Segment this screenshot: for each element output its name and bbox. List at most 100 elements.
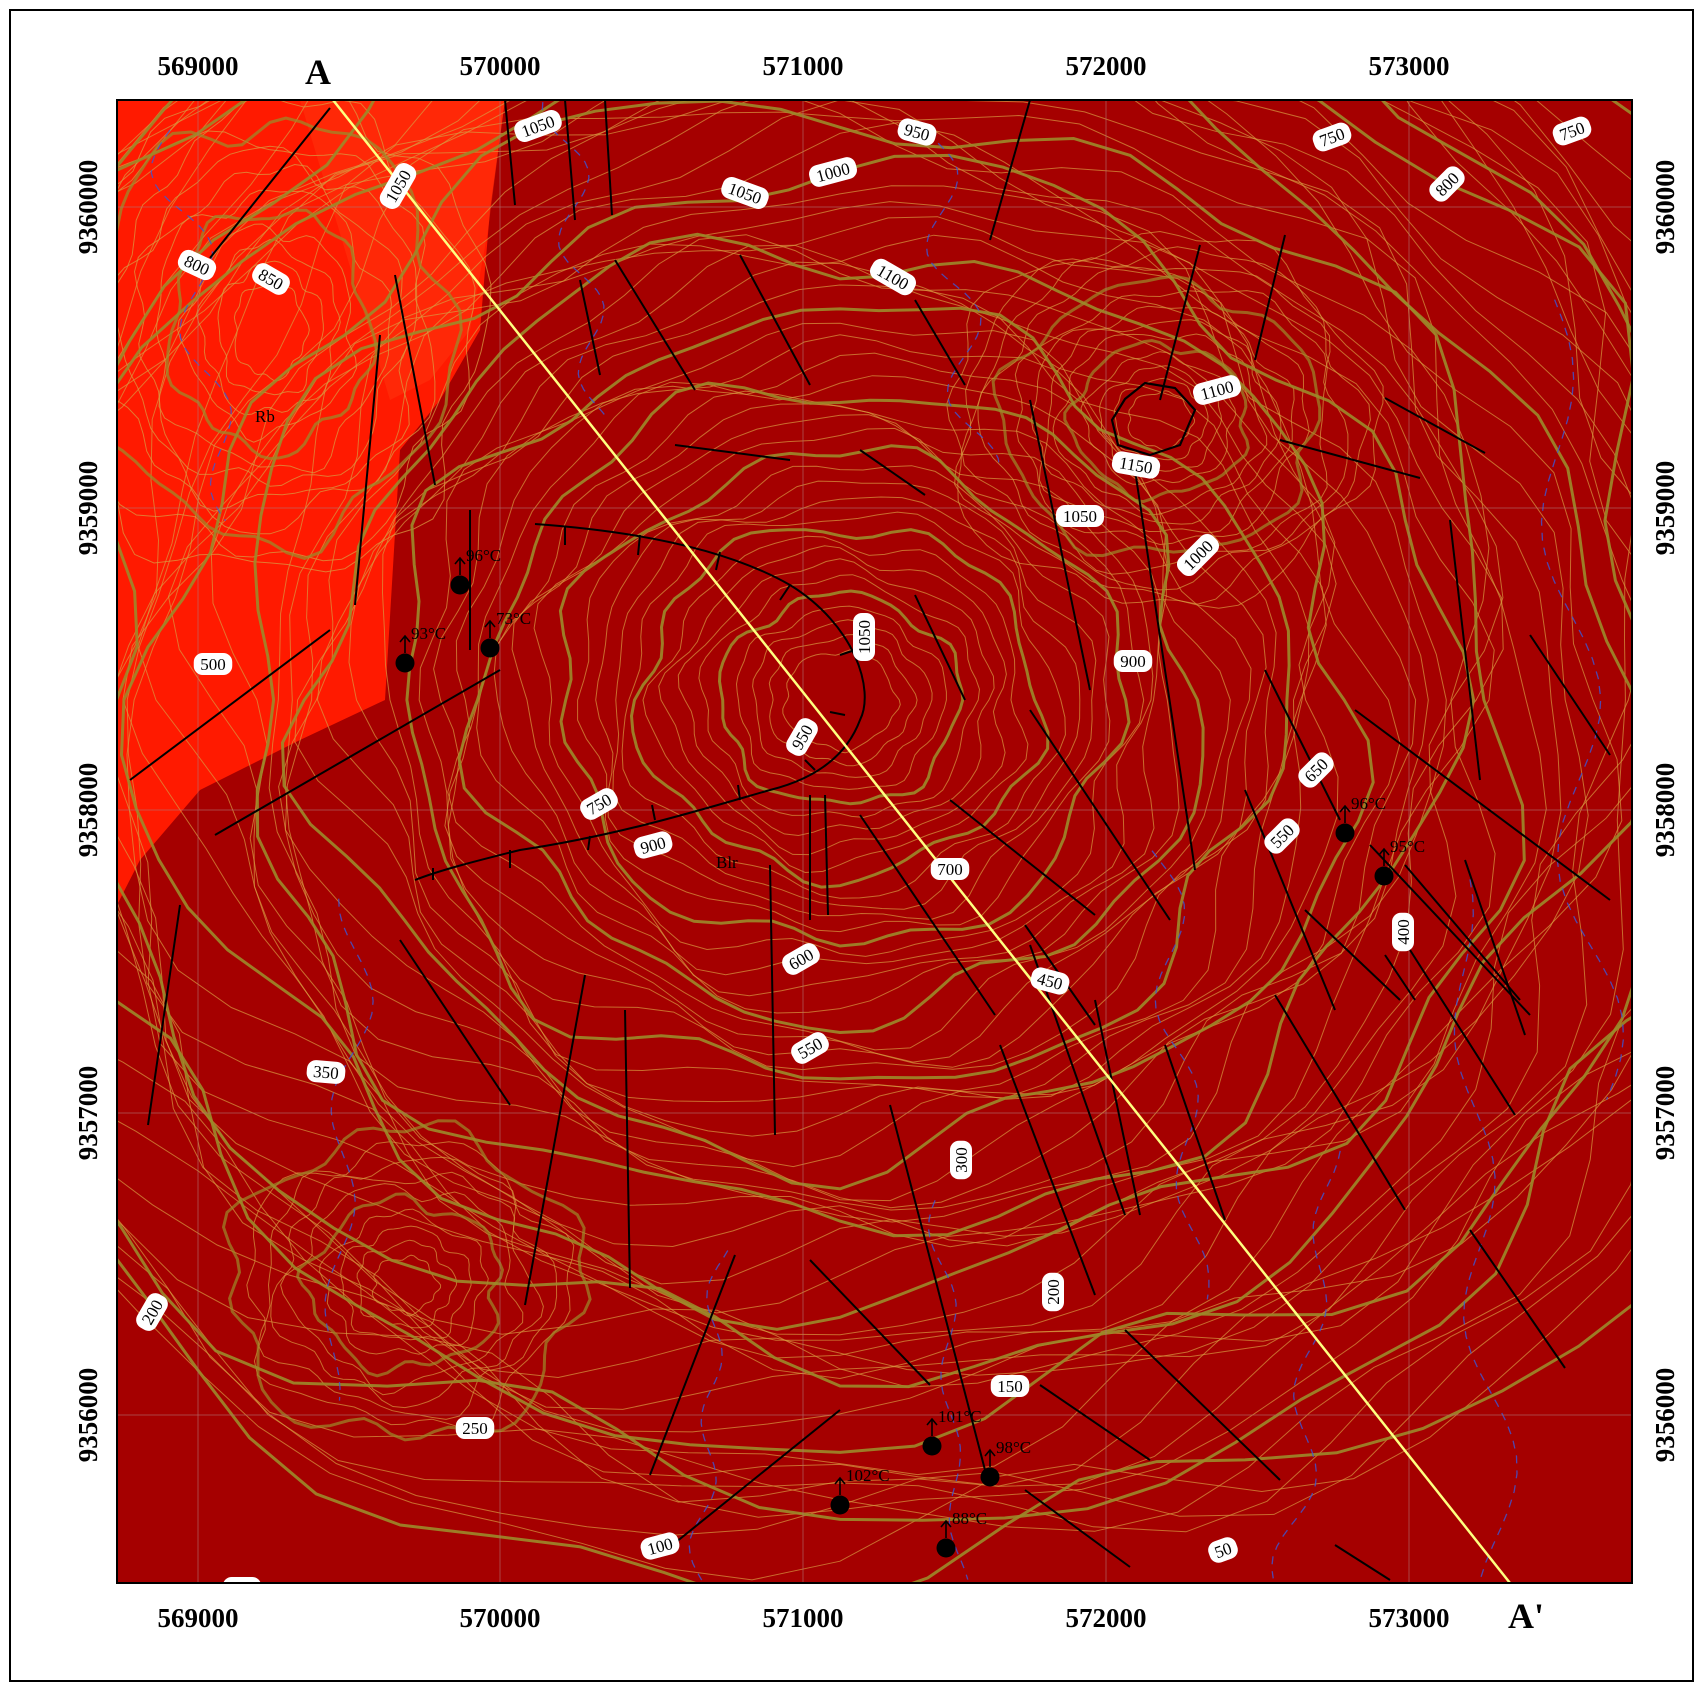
unit-rb-light-zone — [300, 100, 505, 400]
x-tick-bottom-570000: 570000 — [460, 1603, 541, 1633]
contour-label-box — [455, 1417, 495, 1439]
contour-label: 750 — [1312, 122, 1352, 152]
contour-minor — [319, 1208, 489, 1355]
x-tick-top-573000: 573000 — [1369, 51, 1450, 81]
fault-line — [524, 974, 586, 1306]
contour-minor — [356, 1239, 458, 1329]
fault-line — [1529, 634, 1611, 756]
fault-line — [649, 1254, 736, 1476]
fault-line — [1469, 1229, 1566, 1369]
contour-label-box — [1264, 818, 1300, 854]
contour-minor — [698, 574, 981, 818]
fault-line — [214, 669, 501, 836]
contour-label-box — [786, 718, 818, 756]
drainage-line — [927, 1200, 969, 1580]
contour-minor — [1043, 319, 1282, 525]
fault-line — [1274, 994, 1406, 1211]
contour-label: 1050 — [1056, 505, 1104, 527]
contour-minor — [278, 234, 1401, 1202]
drainage-line — [1453, 879, 1518, 1582]
y-tick-left-9359000: 9359000 — [73, 461, 103, 556]
fault-line — [624, 1009, 631, 1289]
hot-spring-marker: 88°C — [936, 1509, 987, 1558]
fault-line — [1404, 864, 1521, 1001]
contour-minor — [117, 100, 1632, 1433]
contour-label: 50 — [1208, 1537, 1238, 1563]
fault-line — [824, 794, 829, 916]
drainage-line — [541, 102, 609, 420]
x-tick-top-570000: 570000 — [460, 51, 541, 81]
spring-temperature-label: 95°C — [1390, 837, 1425, 856]
contour-minor — [1052, 333, 1268, 516]
spring-arrow — [1378, 847, 1390, 866]
unit-rb-polygon — [117, 100, 505, 905]
summit-caldera — [1110, 381, 1197, 457]
contour-label-box — [870, 258, 916, 296]
fault-line — [1304, 909, 1401, 1001]
fault-line — [859, 814, 996, 1016]
section-line-a-a-prime — [332, 100, 1511, 1583]
contour-label: 700 — [930, 858, 970, 880]
fault-line — [147, 904, 181, 1126]
y-tick-right-9359000: 9359000 — [1650, 461, 1680, 556]
contour-minor — [340, 1225, 472, 1341]
contour-label-value: 1050 — [855, 620, 874, 654]
contour-minor — [954, 246, 1371, 605]
contour-label-box — [136, 1293, 168, 1331]
contour-major — [117, 100, 1632, 1389]
x-tick-bottom-572000: 572000 — [1066, 1603, 1147, 1633]
contour-minor — [270, 1171, 544, 1409]
fault-line — [1039, 1384, 1151, 1461]
contour-label-box — [990, 1375, 1030, 1397]
contour-minor — [117, 100, 1632, 1476]
contour-label: 150 — [990, 1375, 1030, 1397]
contour-label-box — [1552, 116, 1592, 146]
contour-label-value: 400 — [1394, 919, 1413, 945]
contour-lines-major — [117, 100, 1632, 1583]
contour-minor — [268, 185, 1447, 1223]
contour-minor — [233, 278, 310, 382]
fault-line — [1254, 234, 1286, 361]
fault-line — [399, 939, 511, 1106]
contour-minor — [977, 266, 1328, 575]
spring-dot — [922, 1436, 942, 1456]
fault-line — [809, 1259, 931, 1386]
contour-label: 950 — [897, 118, 937, 146]
contour-label: 500 — [193, 653, 233, 675]
spring-temperature-label: 88°C — [952, 1509, 987, 1528]
fault-line — [739, 254, 811, 386]
x-tick-bottom-569000: 569000 — [158, 1603, 239, 1633]
contour-label-box — [1111, 451, 1161, 479]
contour-minor — [257, 1156, 558, 1420]
fault-line — [1354, 709, 1611, 901]
contour-major — [165, 208, 379, 461]
contour-label-value: 100 — [229, 1579, 255, 1598]
spring-dot — [395, 653, 415, 673]
spring-temperature-label: 96°C — [466, 546, 501, 565]
x-tick-bottom-571000: 571000 — [763, 1603, 844, 1633]
x-tick-top-572000: 572000 — [1066, 51, 1147, 81]
spring-arrow — [926, 1417, 938, 1436]
contour-minor — [371, 1254, 442, 1317]
contour-label-box — [897, 118, 937, 146]
section-label-a-prime: A' — [1508, 1596, 1544, 1636]
caldera-ticks — [432, 526, 856, 880]
y-tick-left-9358000: 9358000 — [73, 763, 103, 858]
fault-line — [1244, 789, 1336, 1011]
y-tick-right-9356000: 9356000 — [1650, 1368, 1680, 1463]
contour-label-value: 900 — [1120, 652, 1146, 671]
drainage-line — [150, 129, 232, 522]
contour-minor — [117, 130, 436, 535]
contour-label-box — [950, 1140, 972, 1180]
contour-label-box — [1042, 1272, 1064, 1312]
contour-label-box — [1392, 912, 1414, 952]
y-axis-right: 9360000 9359000 9358000 9357000 9356000 — [1650, 160, 1680, 1463]
fault-line — [504, 100, 516, 206]
fault-line — [579, 279, 601, 376]
x-tick-top-571000: 571000 — [763, 51, 844, 81]
drainage-line — [1540, 299, 1625, 1100]
contour-minor — [658, 545, 1007, 856]
fault-line — [604, 100, 613, 216]
contour-label-box — [930, 858, 970, 880]
